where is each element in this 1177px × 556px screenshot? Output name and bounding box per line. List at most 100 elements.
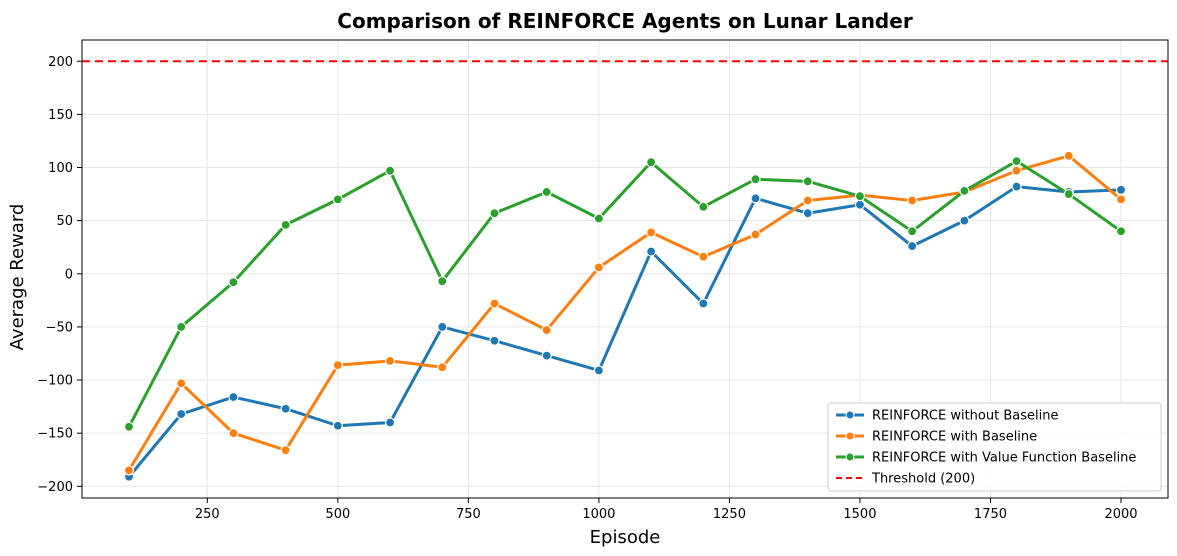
x-tick-label: 2000	[1104, 507, 1137, 522]
y-tick-label: 200	[48, 55, 73, 70]
data-point	[280, 403, 291, 414]
data-point	[1011, 181, 1022, 192]
data-point	[750, 174, 761, 185]
y-tick-label: 150	[48, 108, 73, 123]
y-axis-ticks: −200 −150 −100 −50 0 50 100 150 200	[37, 55, 82, 495]
legend-swatch-marker	[845, 452, 855, 462]
y-tick-label: 100	[48, 161, 73, 176]
legend-box	[827, 402, 1162, 492]
series-layer	[123, 150, 1127, 482]
x-tick-label: 250	[195, 507, 220, 522]
data-point	[1011, 156, 1022, 167]
data-point	[593, 365, 604, 376]
data-point	[332, 194, 343, 205]
data-point	[907, 241, 918, 252]
x-axis-label: Episode	[590, 527, 661, 548]
data-point	[437, 362, 448, 373]
data-point	[907, 195, 918, 206]
data-point	[541, 325, 552, 336]
legend-entry: REINFORCE with Baseline	[836, 430, 1037, 445]
data-point	[854, 191, 866, 202]
data-point	[1011, 165, 1022, 176]
data-point	[959, 215, 970, 226]
data-point	[698, 298, 709, 309]
data-point	[332, 420, 343, 431]
data-point	[489, 335, 500, 346]
data-point	[854, 199, 866, 210]
y-tick-label: −50	[46, 320, 73, 335]
data-point	[437, 276, 448, 287]
data-point	[698, 251, 709, 262]
data-point	[176, 321, 187, 333]
data-point	[646, 246, 657, 257]
data-point	[123, 465, 135, 476]
data-point	[593, 262, 604, 273]
legend-entry: Threshold (200)	[836, 472, 975, 487]
data-point	[593, 213, 604, 224]
data-point	[802, 195, 813, 206]
legend-label: REINFORCE without Baseline	[872, 409, 1058, 424]
data-point	[228, 391, 239, 403]
legend-entry: REINFORCE with Value Function Baseline	[836, 451, 1136, 466]
data-point	[384, 417, 396, 428]
legend-entry: REINFORCE without Baseline	[836, 409, 1058, 424]
y-tick-label: −200	[37, 480, 73, 495]
data-point	[646, 157, 657, 168]
data-point	[1115, 194, 1127, 205]
data-point	[802, 208, 813, 219]
y-tick-label: 0	[65, 267, 73, 282]
data-point	[384, 165, 396, 176]
series-2	[123, 150, 1127, 476]
y-tick-label: −100	[37, 374, 73, 389]
data-point	[489, 208, 500, 219]
data-point	[489, 298, 500, 309]
y-tick-label: 50	[56, 214, 73, 229]
data-point	[176, 378, 187, 389]
x-tick-label: 1750	[974, 507, 1007, 522]
x-tick-label: 500	[325, 507, 350, 522]
x-tick-label: 1000	[582, 507, 615, 522]
data-point	[1063, 188, 1074, 200]
data-point	[332, 360, 343, 371]
data-point	[541, 350, 552, 361]
series-line	[127, 185, 1123, 479]
x-tick-label: 1250	[713, 507, 746, 522]
series-line	[127, 159, 1123, 429]
legend: REINFORCE without Baseline REINFORCE with…	[827, 402, 1162, 492]
data-point	[384, 355, 396, 367]
legend-label: Threshold (200)	[871, 472, 975, 487]
series-line	[127, 154, 1123, 472]
x-axis-ticks: 250 500 750 1000 1250 1500 1750 2000	[195, 498, 1138, 522]
y-axis-label: Average Reward	[7, 204, 28, 351]
x-tick-label: 1500	[843, 507, 876, 522]
legend-label: REINFORCE with Baseline	[872, 430, 1037, 445]
legend-swatch-marker	[845, 410, 855, 420]
data-point	[123, 421, 135, 432]
data-point	[907, 226, 918, 237]
y-tick-label: −150	[37, 427, 73, 442]
data-point	[802, 176, 813, 187]
data-point	[750, 193, 761, 204]
data-point	[1115, 226, 1127, 237]
data-point	[646, 227, 657, 238]
data-point	[176, 408, 187, 420]
data-point	[437, 321, 448, 333]
series-3	[123, 156, 1127, 432]
data-point	[280, 445, 291, 456]
legend-label: REINFORCE with Value Function Baseline	[872, 451, 1136, 466]
x-tick-label: 750	[456, 507, 481, 522]
series-1	[123, 181, 1127, 482]
data-point	[280, 219, 291, 231]
data-point	[750, 229, 761, 240]
data-point	[1115, 184, 1127, 195]
data-point	[541, 186, 552, 198]
chart-title: Comparison of REINFORCE Agents on Lunar …	[337, 9, 913, 33]
data-point	[228, 277, 239, 288]
data-point	[228, 428, 239, 439]
plot-frame	[81, 39, 1169, 499]
data-point	[698, 201, 709, 212]
data-point	[959, 185, 970, 196]
data-point	[1063, 150, 1074, 161]
legend-swatch-marker	[845, 431, 855, 441]
